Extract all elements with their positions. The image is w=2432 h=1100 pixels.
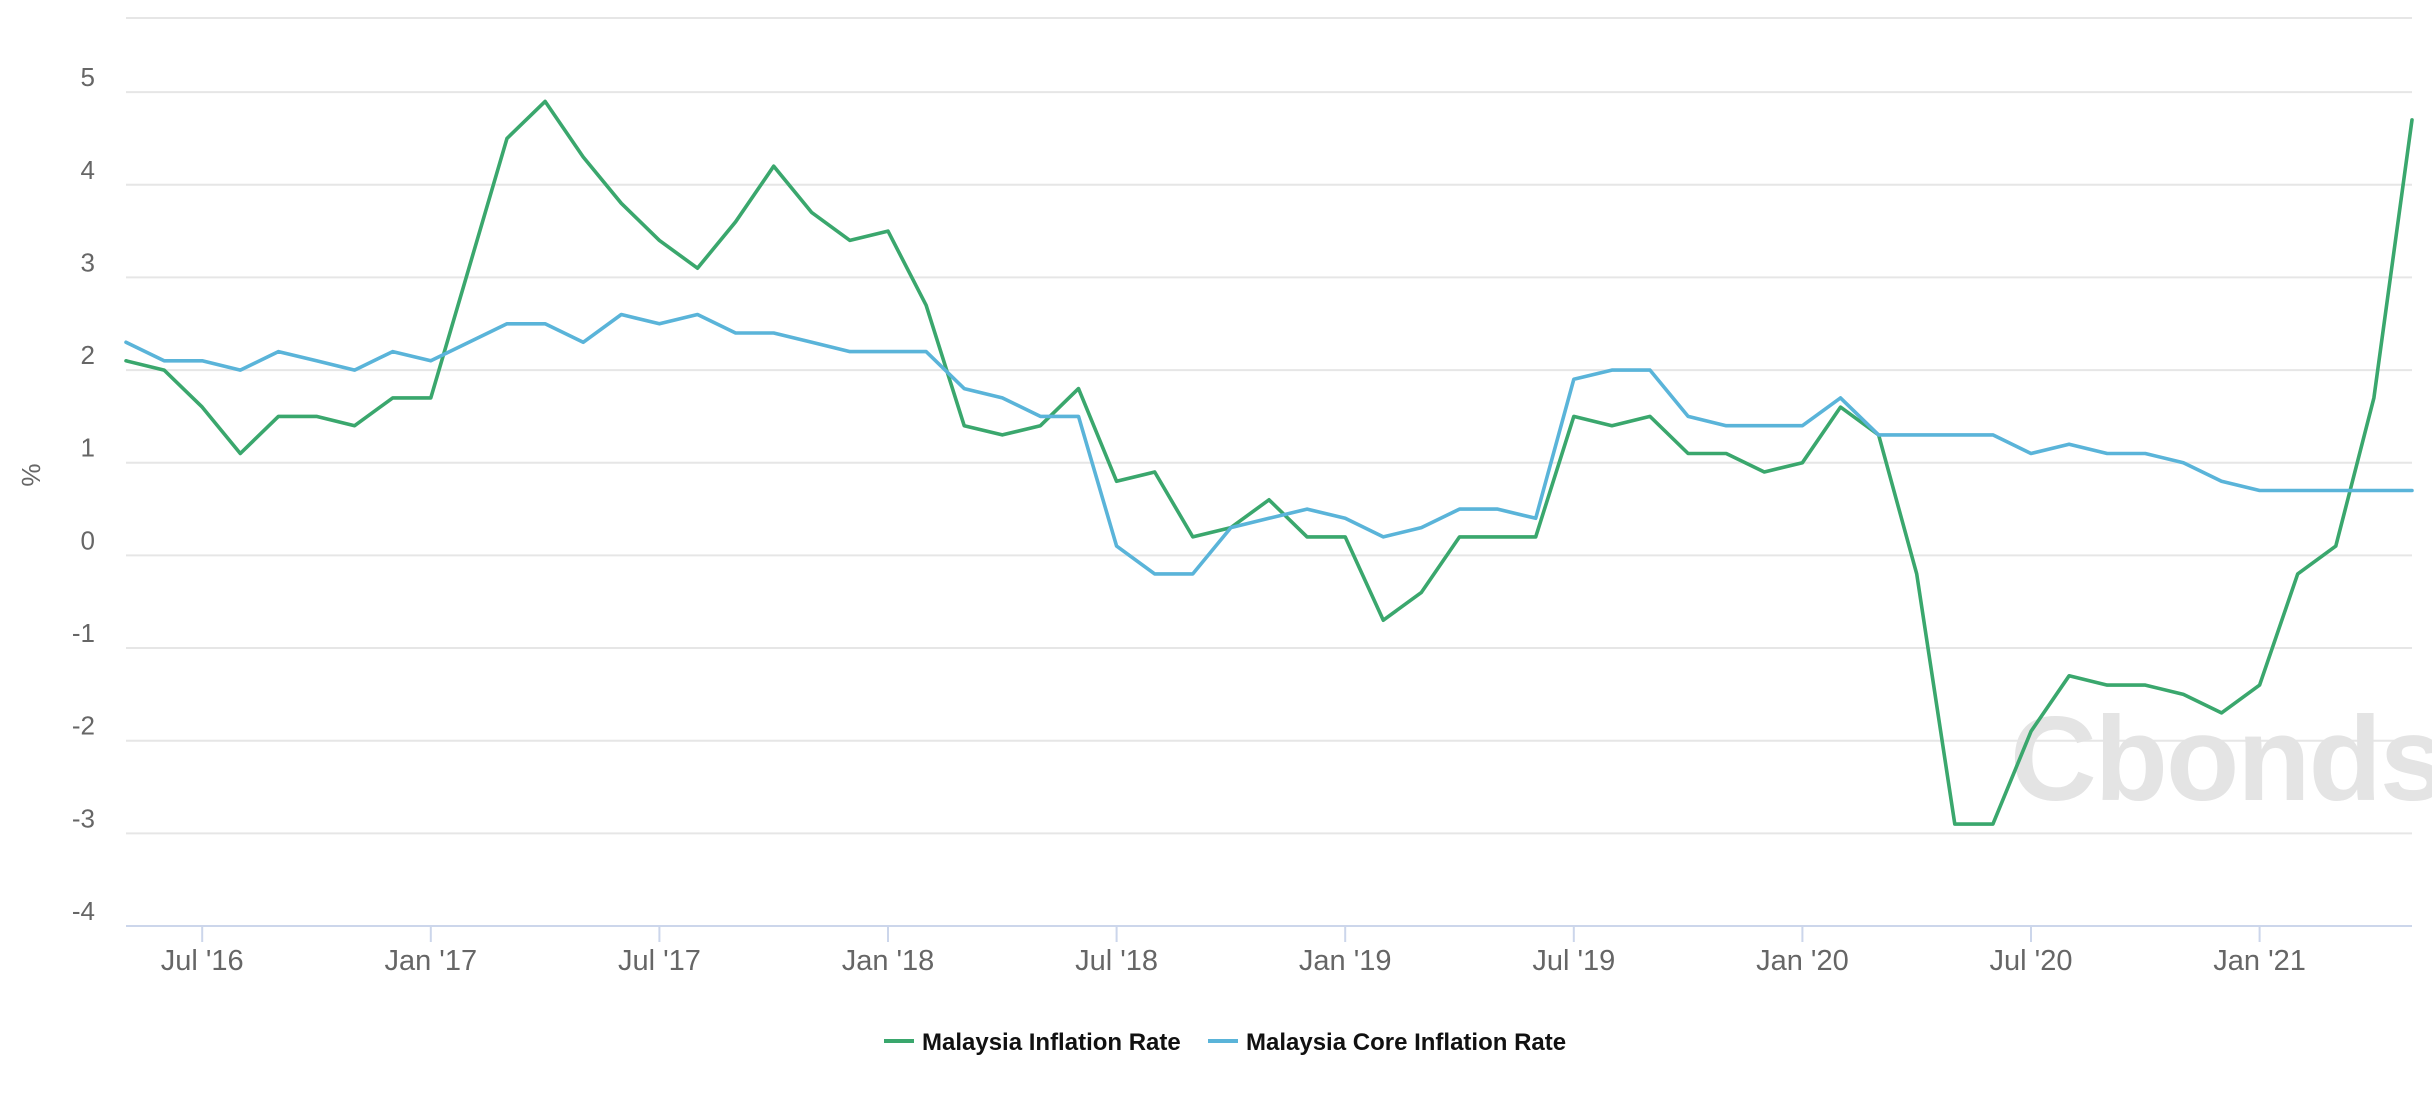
- legend[interactable]: Malaysia Inflation Rate Malaysia Core Inf…: [884, 1029, 1566, 1056]
- x-tick-label: Jan '20: [1756, 945, 1849, 977]
- x-tick-label: Jul '19: [1532, 945, 1615, 977]
- x-tick-label: Jan '19: [1299, 945, 1392, 977]
- y-axis-label: %: [16, 463, 46, 486]
- x-tick-label: Jan '18: [842, 945, 935, 977]
- legend-item-0[interactable]: Malaysia Inflation Rate: [884, 1029, 1181, 1056]
- gridlines: [126, 17, 2412, 835]
- y-tick-label: 0: [81, 525, 95, 555]
- legend-item-1[interactable]: Malaysia Core Inflation Rate: [1208, 1029, 1566, 1056]
- series-line-0[interactable]: [124, 99, 2414, 826]
- x-tick-label: Jul '18: [1075, 945, 1158, 977]
- series-line-1[interactable]: [124, 312, 2414, 576]
- y-tick-label: 3: [81, 247, 95, 277]
- y-tick-label: 5: [81, 62, 95, 92]
- y-tick-label: -1: [72, 618, 95, 648]
- x-tick-label: Jul '16: [161, 945, 244, 977]
- y-tick-label: 4: [81, 155, 95, 185]
- y-tick-label: -2: [72, 711, 95, 741]
- axes: 5 4 3 2 1 0 -1 -2 -3 -4 Jul '16 Jan '17 Jul '17 Jan '…: [72, 62, 2412, 977]
- series-lines: [124, 99, 2414, 826]
- x-tick-label: Jul '17: [618, 945, 701, 977]
- legend-label: Malaysia Core Inflation Rate: [1246, 1029, 1566, 1056]
- x-tick-label: Jul '20: [1990, 945, 2073, 977]
- x-tick-label: Jan '21: [2213, 945, 2306, 977]
- y-tick-label: 2: [81, 340, 95, 370]
- y-tick-label: 1: [81, 433, 95, 463]
- y-tick-label: -3: [72, 803, 95, 833]
- x-tick-label: Jan '17: [384, 945, 477, 977]
- y-tick-label: -4: [72, 896, 95, 926]
- legend-label: Malaysia Inflation Rate: [922, 1029, 1181, 1056]
